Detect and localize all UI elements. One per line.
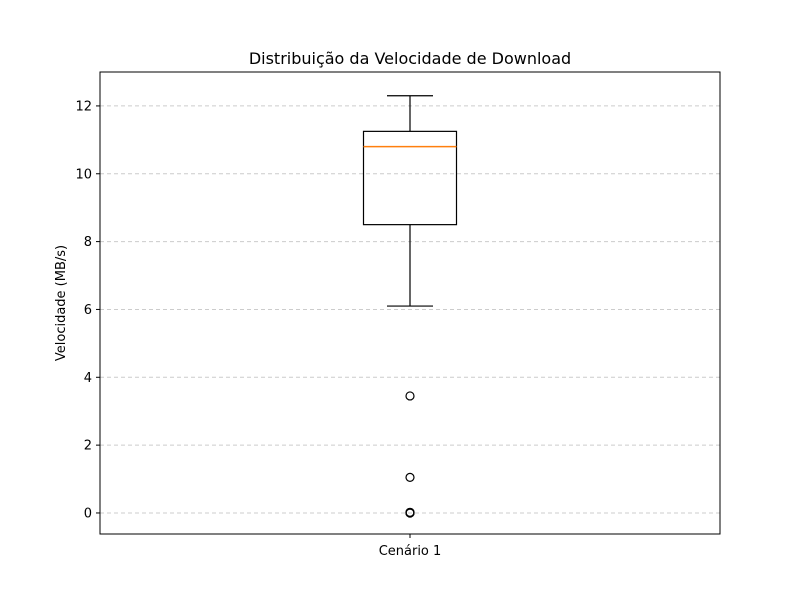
x-tick-label: Cenário 1 [379, 544, 442, 559]
y-tick-label: 4 [84, 371, 92, 386]
box-body [362, 130, 458, 226]
y-tick-label: 0 [84, 506, 92, 521]
y-tick-label: 10 [75, 167, 92, 182]
y-tick-label: 8 [84, 235, 92, 250]
chart-title: Distribuição da Velocidade de Download [249, 49, 571, 68]
y-tick-label: 6 [84, 303, 92, 318]
y-tick-label: 2 [84, 439, 92, 454]
outlier-point [405, 391, 415, 401]
tick-layer: 0 2 4 6 8 10 12 Cenário 1 [75, 99, 441, 559]
box-layer [362, 95, 458, 518]
y-tick-label: 12 [75, 99, 92, 114]
y-axis-label: Velocidade (MB/s) [54, 245, 69, 361]
outlier-point [405, 472, 415, 482]
outlier-point [405, 508, 415, 518]
